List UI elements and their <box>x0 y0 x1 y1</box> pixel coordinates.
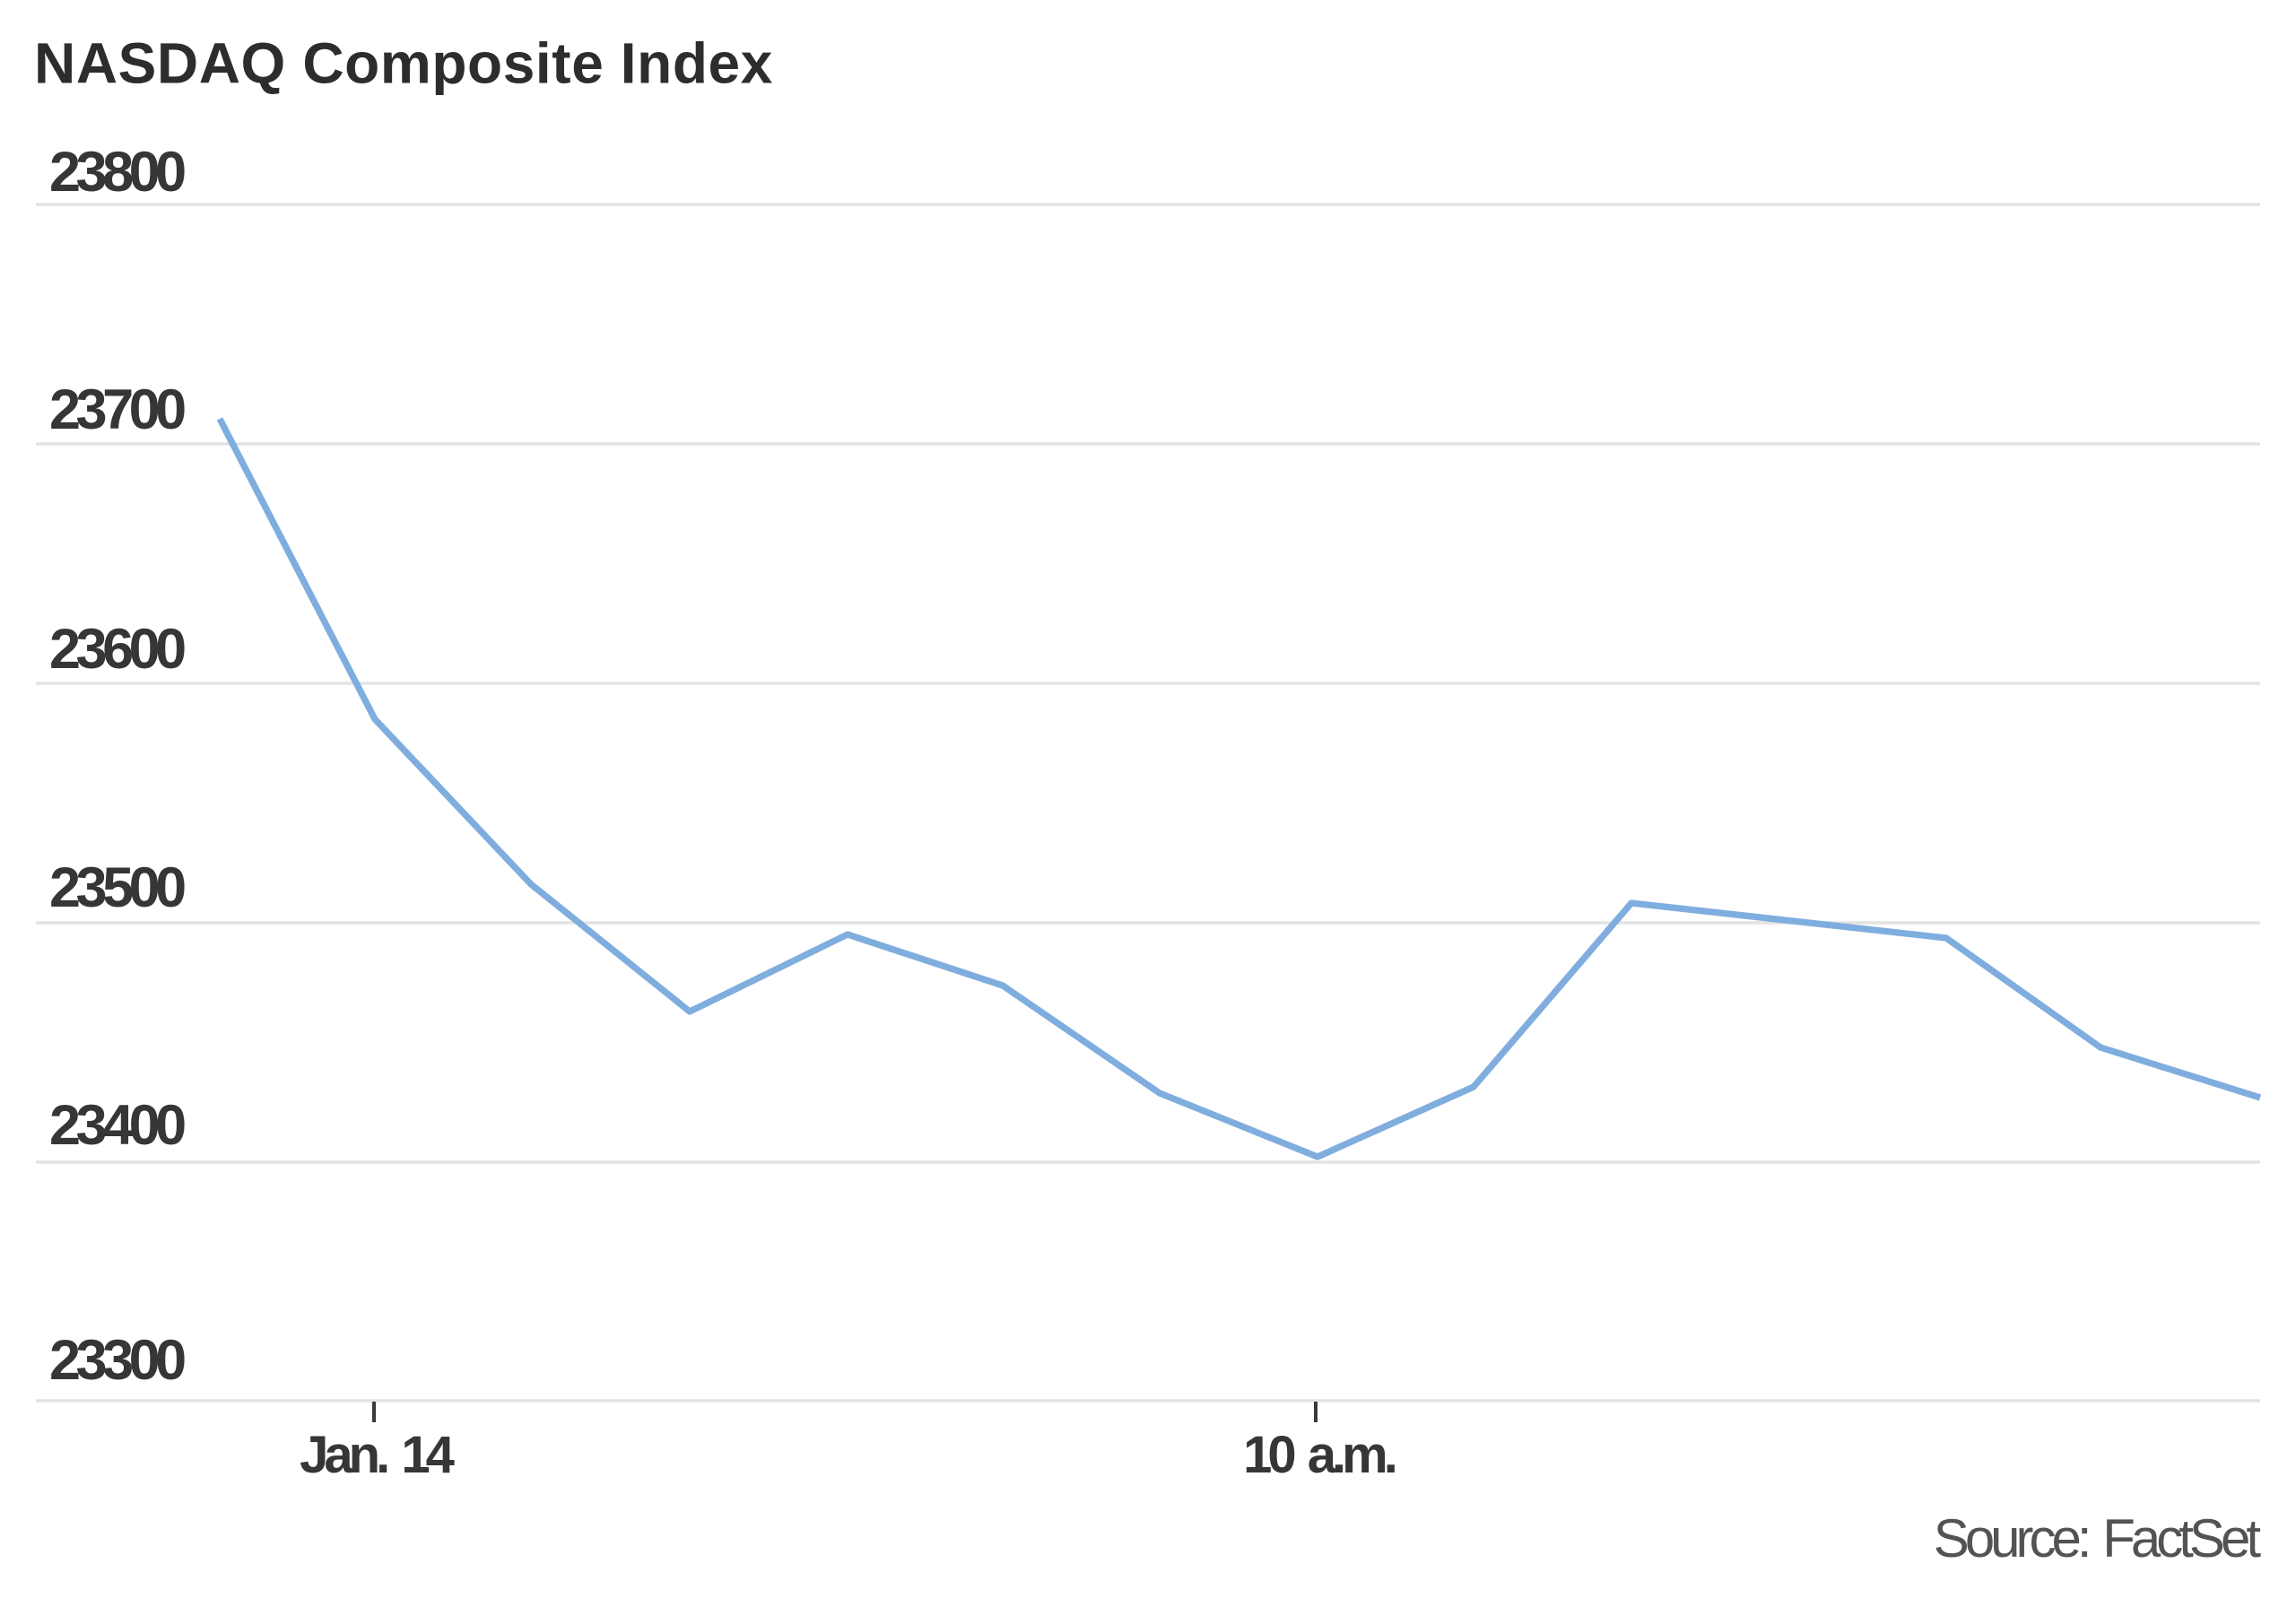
svg-text:NASDAQ Composite Index: NASDAQ Composite Index <box>34 31 773 96</box>
svg-text:23300: 23300 <box>49 1329 185 1392</box>
svg-text:23400: 23400 <box>49 1094 185 1157</box>
svg-text:Jan. 14: Jan. 14 <box>300 1426 454 1484</box>
svg-text:23700: 23700 <box>49 378 185 441</box>
svg-text:10 a.m.: 10 a.m. <box>1243 1426 1396 1484</box>
svg-text:Source: FactSet: Source: FactSet <box>1934 1508 2262 1568</box>
svg-text:23500: 23500 <box>49 856 185 919</box>
svg-text:23600: 23600 <box>49 618 185 681</box>
svg-text:23800: 23800 <box>49 141 185 204</box>
